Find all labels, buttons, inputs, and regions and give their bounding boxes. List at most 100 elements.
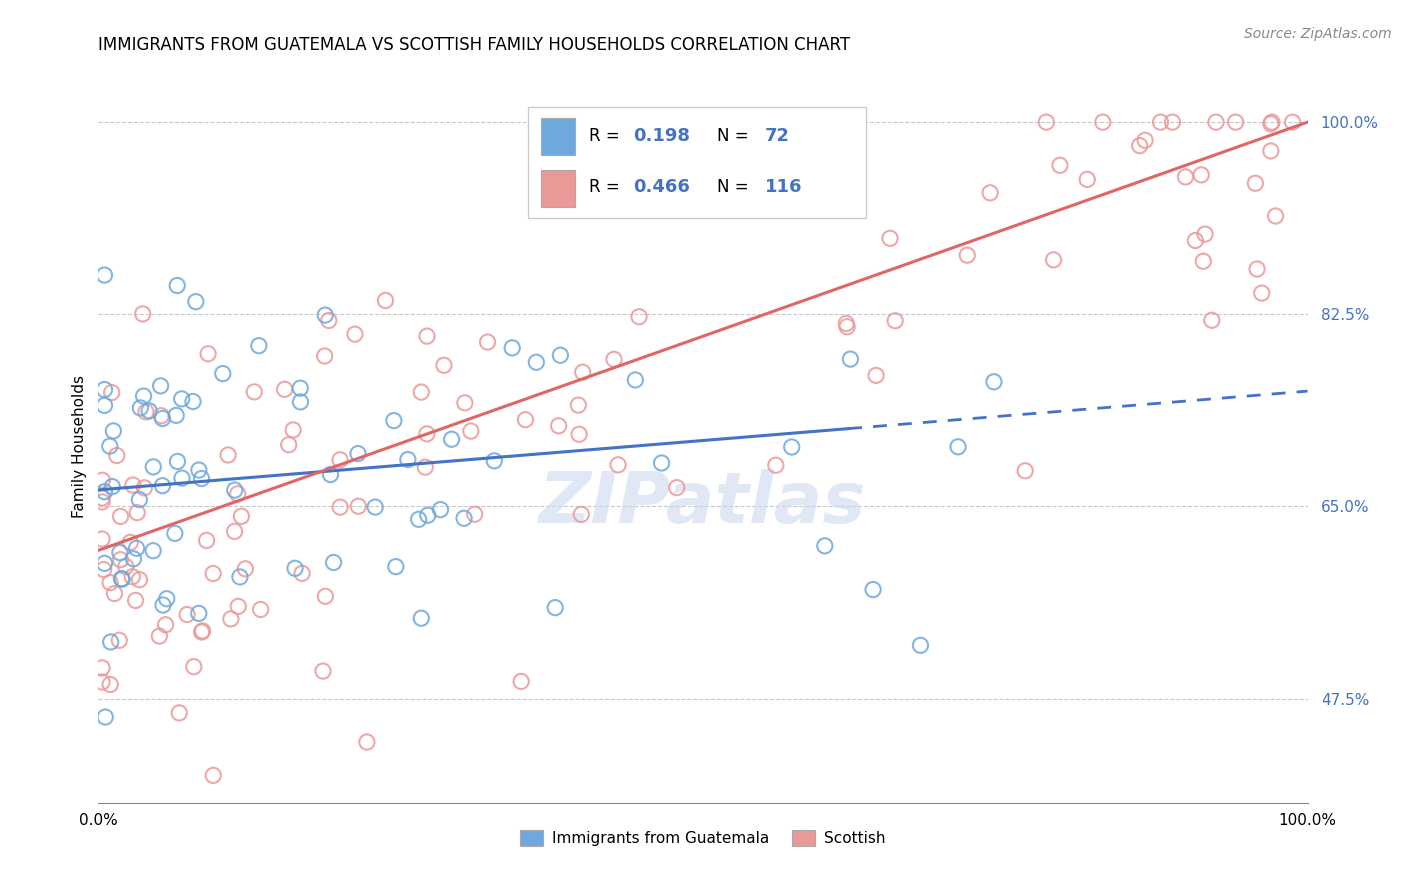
Point bbox=[93, 268, 115, 282]
Point bbox=[1264, 209, 1286, 223]
Point bbox=[149, 379, 172, 393]
Point bbox=[181, 394, 204, 409]
Point bbox=[665, 481, 688, 495]
Point bbox=[110, 572, 132, 586]
Point bbox=[413, 460, 436, 475]
Point bbox=[131, 307, 153, 321]
Point bbox=[440, 432, 463, 446]
Point bbox=[284, 561, 307, 575]
Point bbox=[343, 327, 366, 342]
Point bbox=[385, 559, 408, 574]
Point bbox=[408, 512, 430, 526]
Point bbox=[247, 339, 270, 353]
Point bbox=[865, 368, 887, 383]
Point bbox=[1225, 115, 1247, 129]
Point bbox=[1260, 117, 1282, 131]
Point bbox=[152, 598, 174, 612]
Point bbox=[170, 392, 193, 406]
Point bbox=[103, 424, 125, 438]
Point bbox=[429, 502, 451, 516]
Point bbox=[1201, 313, 1223, 327]
Point bbox=[651, 456, 673, 470]
Point bbox=[110, 552, 132, 566]
Point bbox=[101, 480, 124, 494]
Point bbox=[150, 409, 173, 423]
Point bbox=[396, 452, 419, 467]
Point bbox=[477, 334, 499, 349]
Point bbox=[93, 383, 115, 397]
Point bbox=[103, 586, 125, 600]
Point bbox=[347, 447, 370, 461]
Point bbox=[148, 629, 170, 643]
Point bbox=[114, 559, 136, 574]
Point bbox=[319, 467, 342, 482]
Point bbox=[211, 367, 233, 381]
Point bbox=[979, 186, 1001, 200]
Point bbox=[464, 507, 486, 521]
Point bbox=[156, 591, 179, 606]
Point bbox=[93, 398, 115, 412]
Point bbox=[1250, 286, 1272, 301]
Point bbox=[510, 674, 533, 689]
Point bbox=[167, 706, 190, 720]
Point bbox=[124, 593, 146, 607]
Point bbox=[1133, 133, 1156, 147]
Point bbox=[165, 409, 187, 423]
Point bbox=[138, 404, 160, 418]
Point bbox=[544, 600, 567, 615]
Point bbox=[1042, 252, 1064, 267]
Point bbox=[125, 541, 148, 556]
Point bbox=[983, 375, 1005, 389]
Point bbox=[142, 459, 165, 474]
Point bbox=[524, 355, 547, 369]
Point bbox=[765, 458, 787, 473]
Point bbox=[190, 472, 212, 486]
Point bbox=[1174, 169, 1197, 184]
Point bbox=[1129, 138, 1152, 153]
Point bbox=[416, 426, 439, 441]
Point bbox=[176, 607, 198, 622]
Point bbox=[226, 599, 249, 614]
Point bbox=[501, 341, 523, 355]
Point bbox=[460, 424, 482, 438]
Point bbox=[454, 396, 477, 410]
Point bbox=[416, 508, 439, 523]
Point bbox=[568, 427, 591, 442]
Point bbox=[281, 423, 304, 437]
Point bbox=[946, 440, 969, 454]
Point bbox=[108, 546, 131, 560]
Point bbox=[550, 348, 572, 362]
Point bbox=[135, 405, 157, 419]
Point bbox=[108, 633, 131, 648]
Point bbox=[93, 557, 115, 571]
Point bbox=[100, 385, 122, 400]
Point bbox=[1194, 227, 1216, 241]
Point bbox=[91, 495, 114, 509]
Point bbox=[110, 509, 132, 524]
Point bbox=[322, 556, 344, 570]
Point bbox=[187, 607, 209, 621]
Point bbox=[1244, 176, 1267, 190]
Point bbox=[314, 349, 336, 363]
Point bbox=[411, 385, 433, 400]
Point bbox=[382, 414, 405, 428]
Point bbox=[195, 533, 218, 548]
Point bbox=[93, 484, 115, 499]
Point bbox=[231, 509, 253, 524]
Point bbox=[132, 389, 155, 403]
Point bbox=[91, 532, 114, 546]
Point bbox=[217, 448, 239, 462]
Point bbox=[152, 478, 174, 492]
Point bbox=[780, 440, 803, 454]
Point bbox=[1014, 464, 1036, 478]
Point bbox=[1281, 115, 1303, 129]
Legend: Immigrants from Guatemala, Scottish: Immigrants from Guatemala, Scottish bbox=[515, 824, 891, 852]
Point bbox=[411, 611, 433, 625]
Point bbox=[187, 463, 209, 477]
Point bbox=[433, 358, 456, 372]
Point bbox=[1192, 254, 1215, 268]
Point bbox=[197, 347, 219, 361]
Point bbox=[547, 418, 569, 433]
Point bbox=[129, 401, 152, 415]
Point bbox=[884, 314, 907, 328]
